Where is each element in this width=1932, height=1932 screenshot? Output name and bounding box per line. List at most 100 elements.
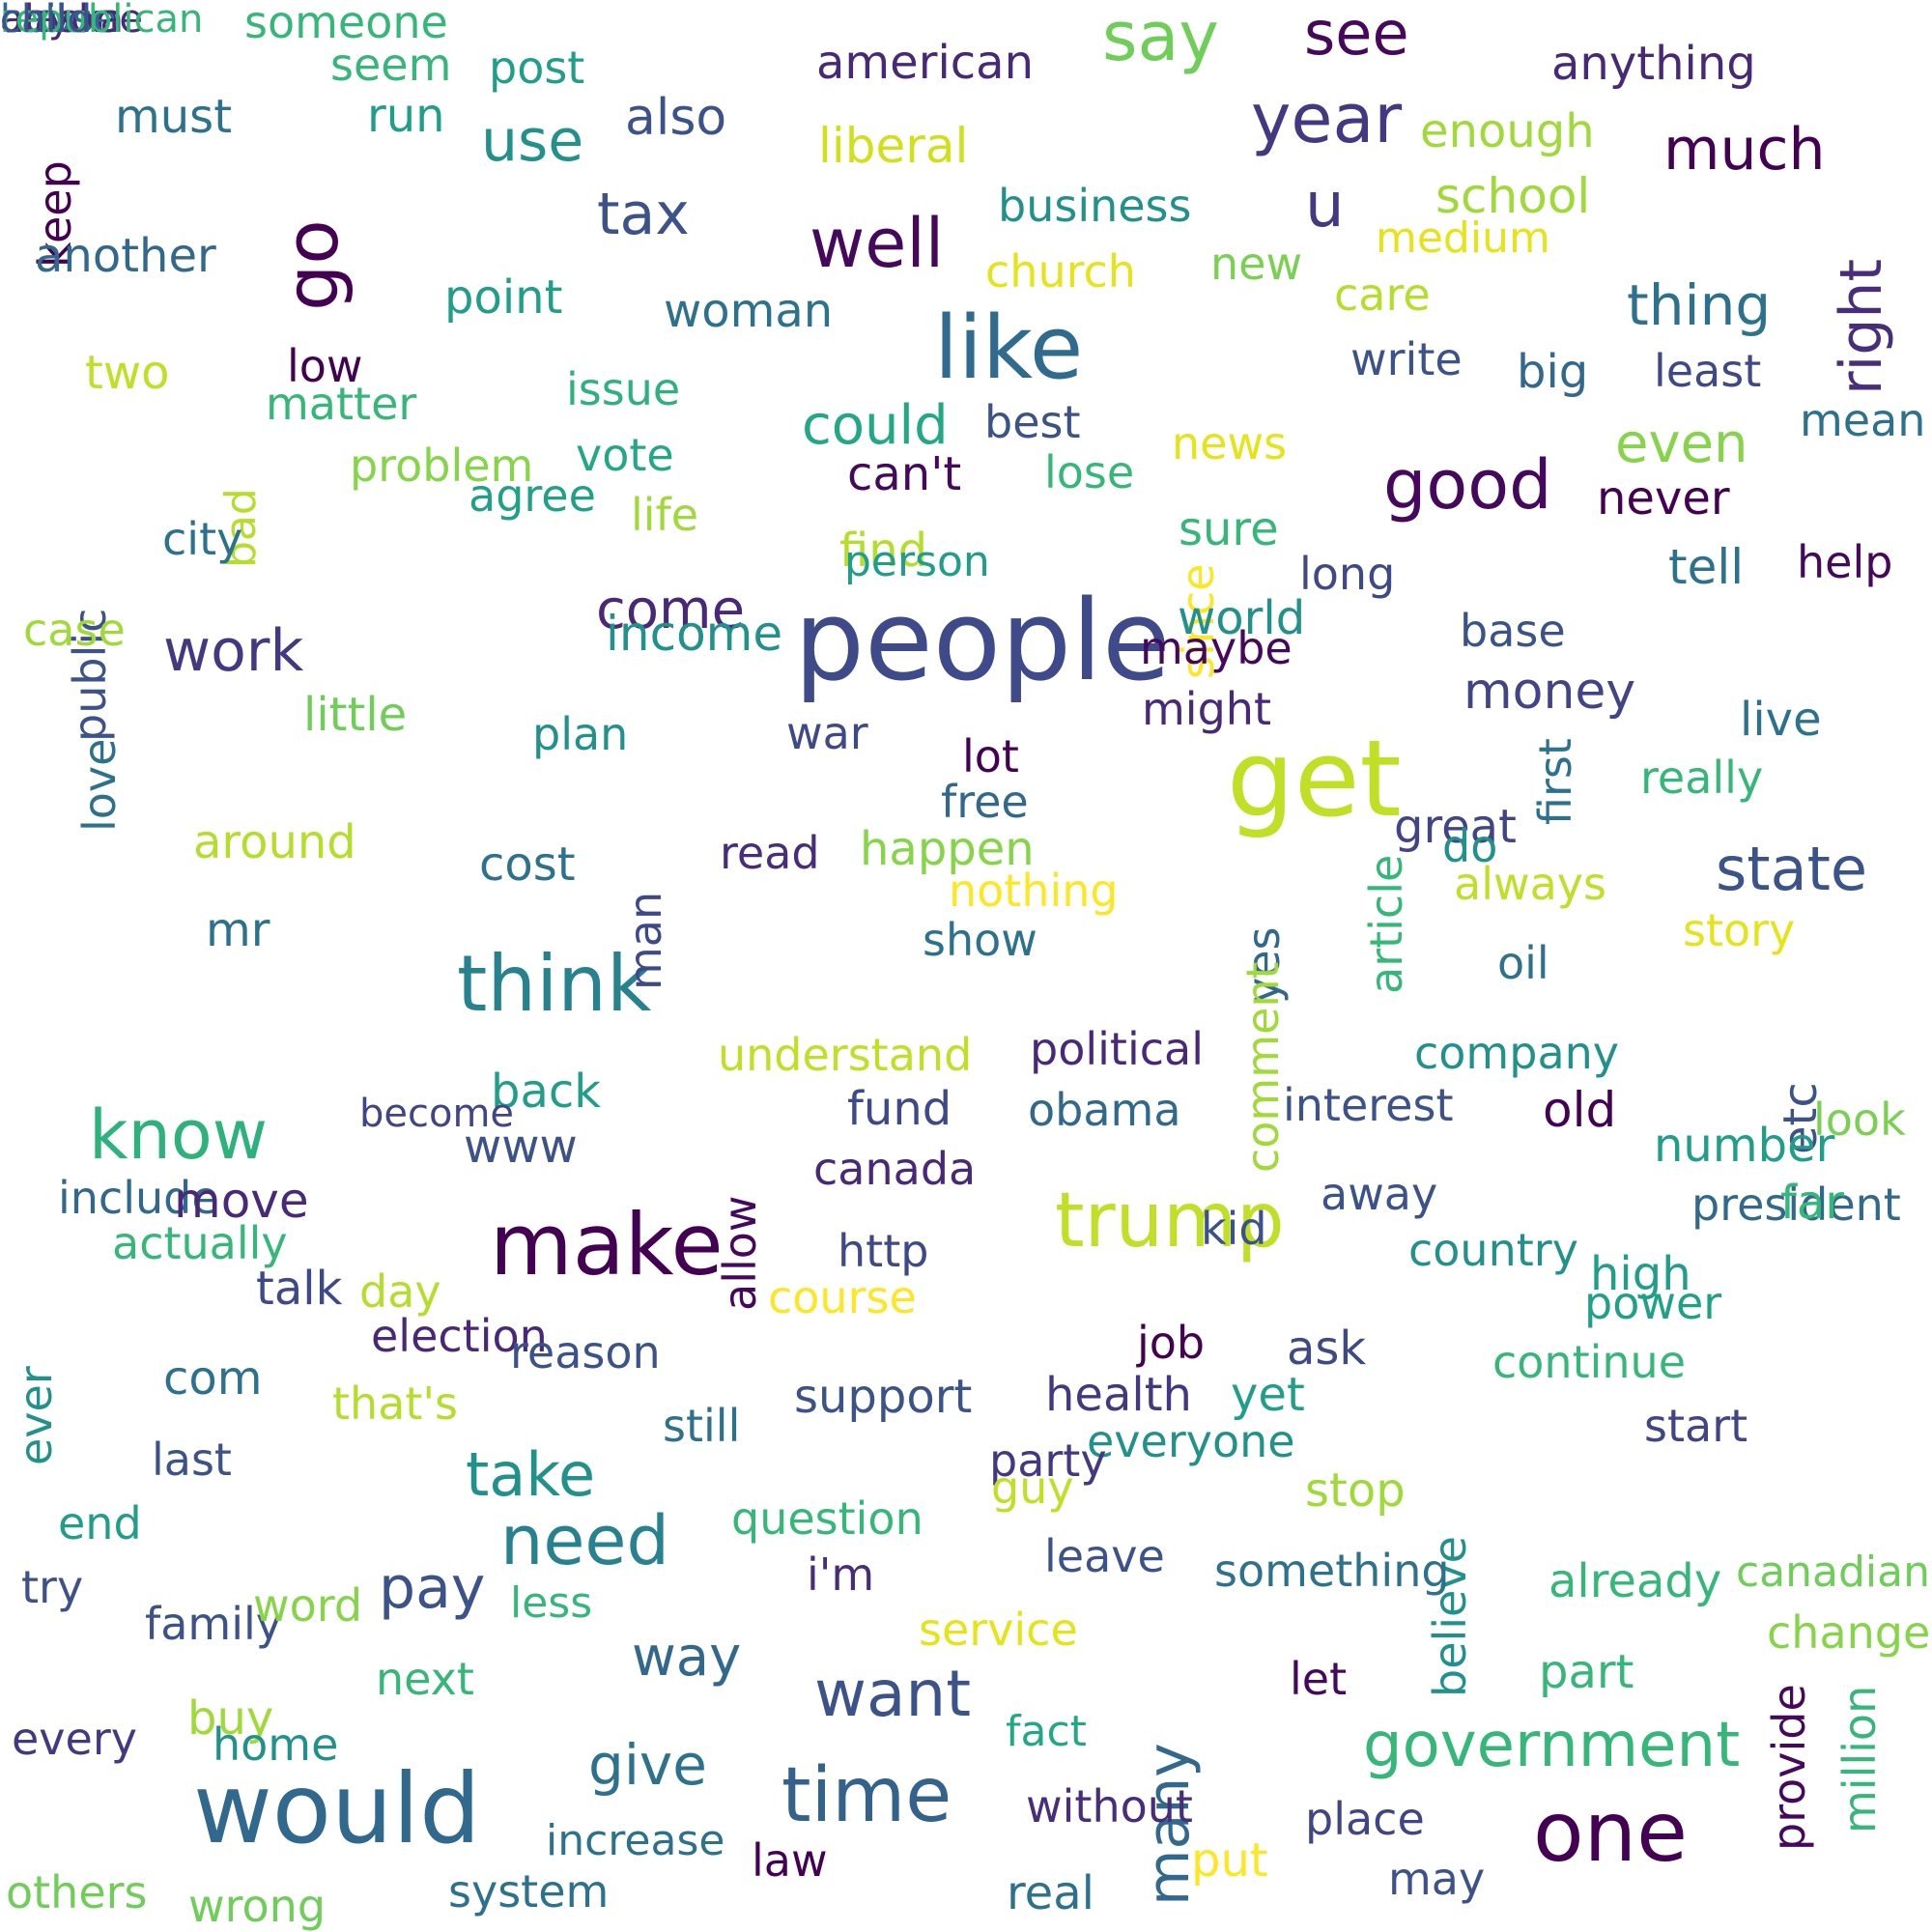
- cloud-word: maybe: [1140, 622, 1293, 674]
- cloud-word: president: [1691, 1179, 1901, 1231]
- cloud-word: take: [466, 1439, 596, 1510]
- cloud-word: find: [839, 524, 928, 578]
- cloud-word: canadian: [1736, 1548, 1931, 1597]
- cloud-word: others: [6, 1866, 148, 1918]
- cloud-word: word: [253, 1579, 363, 1632]
- cloud-word: let: [1290, 1653, 1348, 1705]
- cloud-word: next: [376, 1653, 474, 1705]
- cloud-word: old: [1543, 1082, 1617, 1138]
- cloud-word: every: [12, 1713, 137, 1765]
- cloud-word: election: [371, 1310, 548, 1362]
- cloud-word: point: [444, 270, 563, 325]
- cloud-word: day: [359, 1265, 441, 1318]
- cloud-word: church: [985, 245, 1136, 298]
- cloud-word: need: [500, 1501, 669, 1580]
- cloud-word: million: [1833, 1685, 1886, 1833]
- cloud-word: must: [115, 90, 233, 144]
- cloud-word: war: [786, 707, 868, 759]
- cloud-word: canada: [813, 1143, 977, 1195]
- cloud-word: www: [464, 1120, 578, 1174]
- cloud-word: company: [1414, 1027, 1620, 1079]
- cloud-word: article: [1360, 854, 1412, 994]
- cloud-word: mean: [1800, 394, 1926, 446]
- cloud-word: tell: [1668, 539, 1745, 595]
- cloud-word: anything: [1551, 37, 1756, 91]
- cloud-word: work: [163, 617, 304, 685]
- cloud-word: life: [631, 489, 699, 541]
- cloud-word: medium: [1376, 213, 1550, 263]
- cloud-word: city: [162, 513, 243, 565]
- cloud-word: put: [1191, 1833, 1268, 1888]
- cloud-word: high: [1590, 1247, 1691, 1301]
- cloud-word: long: [1299, 548, 1396, 600]
- cloud-word: much: [1663, 116, 1826, 184]
- cloud-word: vote: [576, 429, 674, 481]
- cloud-word: always: [1454, 858, 1606, 910]
- cloud-word: could: [802, 394, 949, 457]
- cloud-word: also: [625, 89, 727, 147]
- cloud-word: away: [1321, 1168, 1438, 1220]
- cloud-word: last: [152, 1434, 232, 1486]
- cloud-word: think: [457, 939, 652, 1029]
- cloud-word: change: [1767, 1606, 1931, 1659]
- cloud-word: government: [1363, 1710, 1741, 1781]
- cloud-word: com: [163, 1351, 263, 1406]
- cloud-word: make: [490, 1195, 724, 1294]
- cloud-word: live: [1740, 693, 1822, 747]
- cloud-word: care: [1334, 269, 1431, 321]
- cloud-word: anyone: [0, 0, 143, 42]
- cloud-word: system: [448, 1865, 610, 1918]
- cloud-word: use: [481, 107, 584, 175]
- cloud-word: woman: [664, 284, 834, 338]
- cloud-word: talk: [256, 1262, 343, 1316]
- cloud-word: end: [58, 1497, 142, 1549]
- cloud-word: provide: [1763, 1684, 1815, 1851]
- cloud-word: get: [1227, 717, 1402, 840]
- cloud-word: give: [588, 1732, 707, 1798]
- cloud-word: right: [1828, 259, 1895, 395]
- cloud-word: kid: [1201, 1203, 1267, 1255]
- cloud-word: like: [934, 298, 1084, 399]
- cloud-word: story: [1683, 904, 1796, 956]
- cloud-word: i'm: [807, 1548, 875, 1601]
- cloud-word: issue: [566, 363, 681, 415]
- cloud-word: read: [720, 827, 820, 879]
- cloud-word: school: [1435, 168, 1591, 224]
- cloud-word: real: [1007, 1866, 1094, 1920]
- cloud-word: agree: [469, 469, 596, 522]
- cloud-word: lot: [962, 730, 1019, 782]
- cloud-word: something: [1214, 1545, 1450, 1597]
- cloud-word: law: [752, 1834, 828, 1887]
- cloud-word: state: [1716, 834, 1868, 904]
- cloud-word: help: [1797, 536, 1893, 588]
- cloud-word: try: [21, 1561, 84, 1613]
- cloud-word: go: [269, 219, 355, 311]
- cloud-word: already: [1548, 1554, 1722, 1608]
- cloud-word: little: [303, 688, 408, 742]
- cloud-word: happen: [860, 822, 1035, 876]
- cloud-word: new: [1210, 238, 1303, 290]
- cloud-word: another: [35, 229, 216, 283]
- cloud-word: base: [1460, 605, 1566, 657]
- cloud-word: ever: [10, 1366, 62, 1465]
- cloud-word: way: [632, 1626, 742, 1689]
- cloud-word: never: [1597, 471, 1730, 526]
- cloud-word: sure: [1179, 502, 1279, 556]
- cloud-word: tax: [597, 181, 690, 248]
- cloud-word: good: [1383, 445, 1552, 525]
- cloud-word: liberal: [818, 118, 969, 174]
- cloud-word: write: [1350, 333, 1463, 385]
- cloud-word: mr: [206, 903, 270, 957]
- cloud-word: really: [1640, 752, 1764, 804]
- cloud-word: do: [1442, 820, 1498, 872]
- cloud-word: family: [145, 1598, 282, 1650]
- cloud-word: start: [1644, 1400, 1748, 1452]
- cloud-word: least: [1654, 345, 1762, 397]
- cloud-word: actually: [112, 1217, 288, 1269]
- cloud-word: interest: [1283, 1079, 1454, 1131]
- cloud-word: thing: [1627, 272, 1772, 338]
- cloud-word: question: [731, 1492, 923, 1545]
- cloud-word: lose: [1044, 446, 1135, 498]
- cloud-word: cost: [479, 838, 576, 892]
